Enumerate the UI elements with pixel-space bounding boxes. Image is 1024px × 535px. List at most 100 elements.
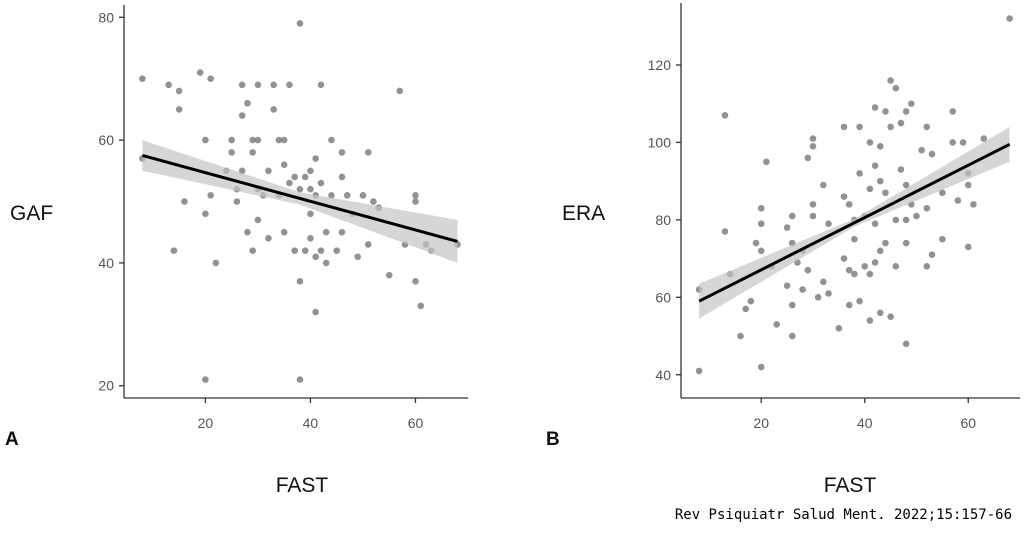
data-point — [871, 162, 879, 169]
data-point — [820, 278, 827, 286]
data-point — [928, 251, 936, 259]
x-tick-label: 60 — [960, 415, 976, 431]
data-point — [757, 363, 765, 371]
data-point — [882, 239, 889, 247]
data-point — [964, 243, 972, 251]
data-point — [747, 297, 755, 305]
data-point — [892, 216, 900, 224]
data-point — [695, 367, 703, 375]
x-tick-label: 40 — [857, 415, 873, 431]
data-point — [737, 332, 744, 340]
data-point — [845, 201, 853, 208]
data-point — [354, 253, 362, 261]
data-point — [207, 75, 214, 82]
x-tick-label: 60 — [408, 415, 424, 431]
data-point — [788, 301, 796, 309]
data-point — [840, 123, 848, 131]
data-point — [783, 282, 791, 289]
data-point — [207, 192, 214, 199]
data-point — [752, 239, 760, 247]
data-point — [296, 20, 304, 27]
data-point — [773, 321, 781, 328]
data-point — [783, 224, 791, 231]
data-point — [835, 324, 843, 332]
x-tick-label: 40 — [303, 415, 319, 431]
data-point — [970, 201, 977, 208]
data-point — [856, 170, 863, 177]
data-point — [954, 197, 962, 204]
data-point — [228, 149, 235, 156]
data-point — [333, 247, 341, 254]
data-point — [307, 167, 314, 175]
data-point — [307, 210, 314, 218]
data-point — [338, 149, 346, 156]
data-point — [317, 81, 325, 89]
data-point — [254, 216, 262, 224]
data-point — [939, 189, 946, 197]
data-point — [856, 123, 863, 131]
data-point — [866, 270, 874, 278]
data-point — [249, 247, 256, 254]
data-point — [291, 173, 298, 181]
data-point — [861, 263, 869, 270]
data-point — [809, 142, 817, 150]
data-point — [301, 247, 309, 254]
data-point — [804, 154, 812, 162]
data-point — [175, 87, 183, 95]
y-tick-label: 60 — [98, 132, 114, 148]
data-point — [964, 181, 972, 189]
data-point — [286, 179, 293, 187]
x-tick-label: 20 — [753, 415, 769, 431]
data-point — [238, 81, 246, 89]
data-point — [757, 247, 765, 255]
data-point — [244, 228, 251, 236]
data-point — [721, 228, 729, 235]
data-point — [249, 136, 256, 144]
data-point — [949, 139, 957, 146]
data-point — [249, 149, 256, 156]
data-point — [265, 235, 272, 242]
x-tick-label: 20 — [198, 415, 214, 431]
x-axis-label: FAST — [276, 474, 329, 497]
data-point — [757, 204, 765, 212]
data-point — [417, 302, 425, 310]
data-point — [721, 112, 729, 119]
y-tick-label: 20 — [98, 378, 114, 394]
data-point — [254, 81, 262, 89]
data-point — [892, 263, 900, 270]
data-point — [280, 136, 288, 144]
data-point — [949, 108, 957, 115]
confidence-band — [142, 140, 458, 263]
data-point — [359, 192, 367, 199]
data-point — [317, 179, 325, 187]
data-point — [876, 247, 884, 255]
data-point — [876, 142, 884, 150]
scatter-panel-B: 20 40 60 40 60 80 100 120 ERA FAST B — [546, 3, 1020, 497]
data-point — [139, 75, 146, 82]
data-point — [275, 136, 283, 144]
data-point — [840, 193, 848, 200]
data-point — [908, 100, 915, 107]
data-point — [270, 81, 277, 89]
data-point — [788, 332, 796, 340]
data-point — [871, 220, 879, 228]
data-point — [370, 198, 377, 205]
data-point — [939, 235, 946, 243]
data-point — [412, 198, 419, 205]
regression-line — [141, 153, 458, 243]
scatter-panel-A: 20 40 60 20 40 60 80 GAF FAST A — [5, 5, 468, 497]
data-point — [296, 278, 304, 285]
data-point — [412, 192, 419, 199]
data-point — [296, 376, 304, 383]
data-point — [866, 139, 874, 146]
data-point — [892, 84, 900, 92]
data-point — [923, 263, 931, 270]
data-point — [385, 271, 393, 279]
y-axis-label: GAF — [10, 202, 53, 225]
data-point — [312, 308, 319, 316]
data-point — [809, 201, 817, 208]
data-point — [882, 189, 889, 197]
data-point — [270, 106, 277, 113]
data-point — [296, 185, 304, 193]
